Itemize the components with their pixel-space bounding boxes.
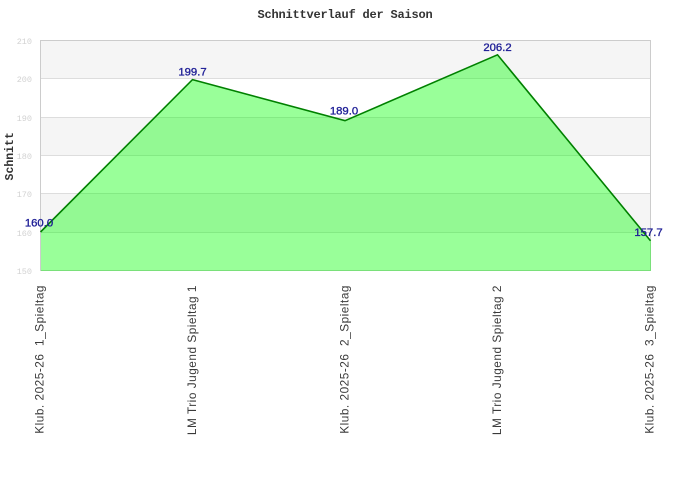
svg-text:206.2: 206.2	[483, 42, 511, 54]
svg-text:210: 210	[17, 37, 32, 47]
svg-text:Klub. 2025-26 1_Spieltag: Klub. 2025-26 1_Spieltag	[33, 285, 47, 434]
svg-text:199.7: 199.7	[178, 67, 206, 79]
svg-text:160.0: 160.0	[25, 218, 53, 230]
svg-text:Schnitt: Schnitt	[4, 132, 17, 180]
svg-text:Schnittverlauf der Saison: Schnittverlauf der Saison	[257, 8, 432, 22]
svg-text:180: 180	[17, 152, 32, 162]
svg-text:157.7: 157.7	[634, 227, 662, 239]
svg-text:150: 150	[17, 267, 32, 277]
svg-text:LM Trio Jugend Spieltag 1: LM Trio Jugend Spieltag 1	[185, 285, 199, 435]
svg-text:190: 190	[17, 114, 32, 124]
svg-text:LM Trio Jugend Spieltag 2: LM Trio Jugend Spieltag 2	[490, 285, 504, 435]
svg-text:200: 200	[17, 75, 32, 85]
svg-text:170: 170	[17, 190, 32, 200]
svg-text:189.0: 189.0	[330, 106, 358, 118]
svg-text:Klub. 2025-26 3_Spieltag: Klub. 2025-26 3_Spieltag	[643, 285, 657, 434]
svg-text:160: 160	[17, 229, 32, 239]
svg-text:Klub. 2025-26 2_Spieltag: Klub. 2025-26 2_Spieltag	[338, 285, 352, 434]
